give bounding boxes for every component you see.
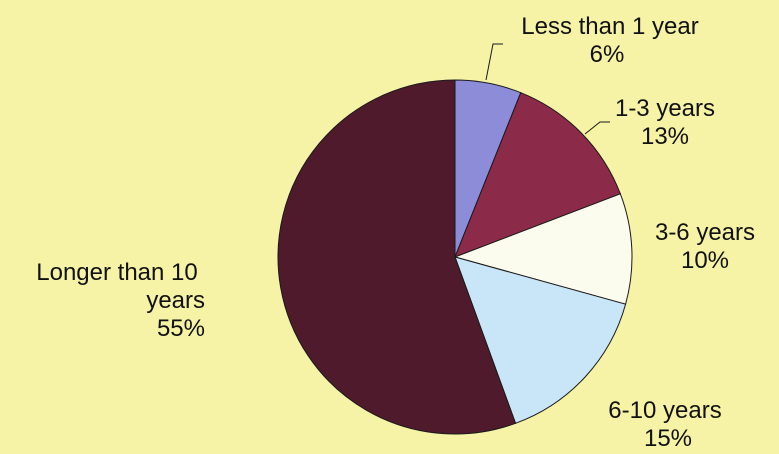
- slice-label-longer-than-10-years-1: years: [146, 287, 205, 314]
- leader-lines: [485, 43, 610, 135]
- slice-value-6-10-years: 15%: [644, 425, 692, 452]
- slice-value-less-than-1-year: 6%: [590, 41, 625, 68]
- slice-label-longer-than-10-years-0: Longer than 10: [36, 259, 197, 286]
- slice-value-3-6-years: 10%: [681, 247, 729, 274]
- pie-slices: [277, 79, 633, 435]
- slice-label-1-3-years-0: 1-3 years: [615, 95, 715, 122]
- slice-label-less-than-1-year-0: Less than 1 year: [521, 13, 698, 40]
- pie-slice-3-6-years: [453, 193, 633, 305]
- pie-slice-longer-than-10-years: [277, 79, 517, 435]
- leader-line-less-than-1-year: [485, 43, 503, 81]
- slice-label-6-10-years-0: 6-10 years: [608, 397, 721, 424]
- pie-slice-6-10-years: [454, 256, 627, 424]
- slice-value-1-3-years: 13%: [641, 123, 689, 150]
- slice-value-longer-than-10-years: 55%: [157, 315, 205, 342]
- slice-label-3-6-years-0: 3-6 years: [655, 219, 755, 246]
- pie-slice-1-3-years: [454, 92, 621, 258]
- leader-line-1-3-years: [584, 121, 610, 135]
